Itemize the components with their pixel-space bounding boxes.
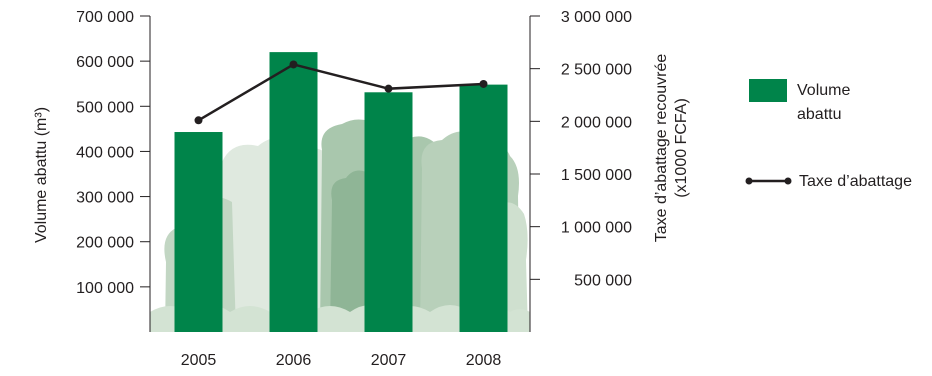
legend: Volume abattu Taxe d’abattage	[745, 79, 912, 190]
right-tick-label: 1 000 000	[561, 220, 632, 237]
x-tick-label: 2006	[276, 352, 312, 369]
right-axis-ticks: 500 000 1 000 000 1 500 000 2 000 000 2 500 …	[530, 9, 632, 289]
left-tick-label: 200 000	[76, 235, 134, 252]
taxe-line	[197, 63, 484, 122]
right-tick-label: 3 000 000	[561, 9, 632, 26]
line-series	[194, 60, 488, 125]
left-tick-label: 700 000	[76, 9, 134, 26]
right-axis-title-line1: Taxe d’abattage recouvrée	[653, 54, 670, 243]
legend-line-marker-right	[784, 177, 792, 185]
left-tick-label: 300 000	[76, 190, 134, 207]
line-point-2007	[384, 84, 393, 93]
right-tick-label: 2 000 000	[561, 114, 632, 131]
left-axis-ticks: 100 000 200 000 300 000 400 000 500 000 600 0…	[76, 9, 150, 297]
legend-bar-swatch	[749, 79, 787, 102]
right-tick-label: 2 500 000	[561, 62, 632, 79]
left-tick-label: 100 000	[76, 280, 134, 297]
left-axis-title: Volume abattu (m³)	[33, 107, 50, 243]
bar-2005	[174, 132, 223, 332]
bar-series	[174, 52, 508, 332]
x-tick-label: 2005	[181, 352, 217, 369]
right-tick-label: 1 500 000	[561, 167, 632, 184]
x-tick-label: 2007	[371, 352, 407, 369]
legend-bar-label-line2: abattu	[797, 106, 841, 123]
bar-2006	[269, 52, 318, 332]
left-tick-label: 600 000	[76, 54, 134, 71]
ground-grass	[150, 305, 530, 332]
bar-2007	[364, 92, 413, 332]
legend-line-marker-left	[745, 177, 753, 185]
right-tick-label: 500 000	[574, 272, 632, 289]
legend-line-label: Taxe d’abattage	[799, 173, 912, 190]
line-point-2006	[289, 60, 298, 69]
left-tick-label: 400 000	[76, 144, 134, 161]
line-point-2005	[194, 116, 203, 125]
legend-bar-label-line1: Volume	[797, 82, 850, 99]
bar-2008	[459, 84, 508, 332]
right-axis-title-line2: (x1000 FCFA)	[673, 98, 690, 198]
left-tick-label: 500 000	[76, 99, 134, 116]
x-axis-labels: 2005 2006 2007 2008	[181, 352, 502, 369]
line-point-2008	[479, 79, 488, 88]
x-tick-label: 2008	[466, 352, 502, 369]
